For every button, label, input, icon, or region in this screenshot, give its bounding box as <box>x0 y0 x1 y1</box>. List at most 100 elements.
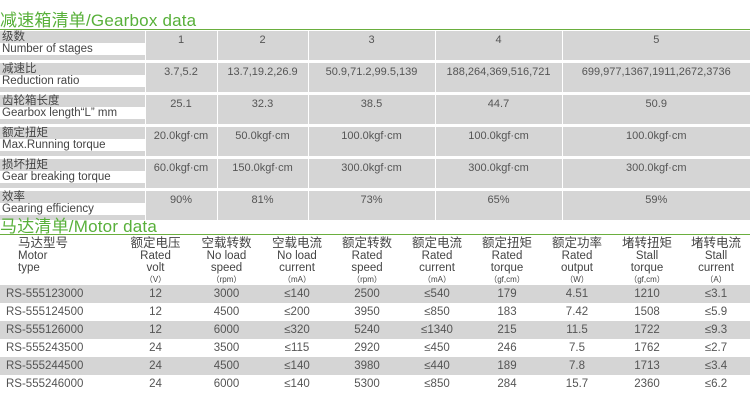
motor-value-cell: 5240 <box>332 321 402 339</box>
motor-header-en1: Rated <box>421 250 453 262</box>
gearbox-cell: 100.0kgf·cm <box>307 127 435 156</box>
motor-header-en2: volt <box>146 262 165 274</box>
gearbox-label-cn: 效率 <box>2 191 25 203</box>
motor-title-rule <box>0 234 750 235</box>
motor-header-en1: Rated <box>491 250 523 262</box>
motor-value-cell: ≤140 <box>262 357 332 375</box>
motor-header-en2: current <box>698 262 734 274</box>
motor-value-cell: ≤1340 <box>402 321 472 339</box>
motor-header-cn: 堵转扭矩 <box>621 236 672 250</box>
motor-header-cell: 额定转数 Rated speed （rpm） <box>332 236 402 285</box>
gearbox-cell: 2 <box>216 31 308 60</box>
motor-model-cell: RS-555244500 <box>0 357 120 375</box>
gearbox-row-label: 额定扭矩 Max.Running torque <box>0 127 750 156</box>
motor-header-cn: 空载转数 <box>201 236 252 250</box>
gearbox-label-cn: 齿轮箱长度 <box>2 95 60 107</box>
motor-header-cn: 额定电流 <box>411 236 462 250</box>
gearbox-cell: 3.7,5.2 <box>144 63 217 92</box>
motor-value-cell: 215 <box>472 321 542 339</box>
motor-header-en1: Motor <box>18 250 48 262</box>
gearbox-cell: 50.9 <box>561 95 750 124</box>
motor-value-cell: 6000 <box>191 321 262 339</box>
gearbox-cell: 44.7 <box>434 95 562 124</box>
gearbox-cell: 699,977,1367,1911,2672,3736 <box>561 63 750 92</box>
motor-value-cell: 183 <box>497 306 517 318</box>
motor-value-cell: 179 <box>472 285 542 303</box>
row-gap-cell <box>0 60 750 63</box>
motor-value-cell: ≤200 <box>284 306 310 318</box>
motor-header-cell: 额定电压 Rated volt （V） <box>120 236 191 285</box>
motor-header-unit: （gf,cm） <box>489 275 525 284</box>
gearbox-cell: 4 <box>434 31 562 60</box>
motor-header-cell: 额定功率 Rated output （W） <box>542 236 612 285</box>
row-gap-cell <box>0 92 750 95</box>
motor-header-cell: 空载电流 No load current （mA） <box>262 236 332 285</box>
motor-value-cell: 3950 <box>354 306 380 318</box>
motor-header-en1: Stall <box>704 250 728 262</box>
motor-header-cell: 空载转数 No load speed （rpm） <box>191 236 262 285</box>
motor-value-cell: ≤5.9 <box>704 306 728 318</box>
gearbox-label-cn: 级数 <box>2 31 25 43</box>
gearbox-row: 减速比 Reduction ratio 3.7,5.2 13.7,19.2,26.9 5… <box>0 63 750 92</box>
motor-value-cell: 4500 <box>191 357 262 375</box>
motor-header-cell: 马达型号 Motor type <box>0 236 120 285</box>
motor-header-en1: Rated <box>561 250 593 262</box>
motor-value-cell: 2360 <box>634 378 660 390</box>
motor-value-cell: 7.8 <box>542 357 612 375</box>
motor-value-cell: ≤9.3 <box>682 321 750 339</box>
gearbox-row: 损坏扭矩 Gear breaking torque 60.0kgf·cm 150.0k… <box>0 159 750 188</box>
motor-row: RS-555124500 12 4500 ≤200 3950 ≤850 183 7.42 150… <box>0 303 750 321</box>
gearbox-cell: 100.0kgf·cm <box>561 127 750 156</box>
motor-value-cell: ≤540 <box>402 285 472 303</box>
gearbox-label-cn: 损坏扭矩 <box>2 159 48 171</box>
row-gap <box>0 60 750 63</box>
motor-section-title: 马达清单/Motor data <box>0 217 157 236</box>
row-gap <box>0 92 750 95</box>
motor-value-cell: 1210 <box>612 285 682 303</box>
motor-header-cn: 马达型号 <box>18 236 69 250</box>
gearbox-row-label: 级数 Number of stages <box>0 31 750 60</box>
motor-row: RS-555123000 12 3000 ≤140 2500 ≤540 179 4.51 121… <box>0 285 750 303</box>
gearbox-cell: 32.3 <box>216 95 308 124</box>
motor-header-unit: （mA） <box>283 275 311 284</box>
motor-header-cell: 堵转扭矩 Stall torque （gf,cm） <box>612 236 682 285</box>
gearbox-cell: 300.0kgf·cm <box>561 159 750 188</box>
motor-header-cell: 堵转电流 Stall current （A） <box>682 236 750 285</box>
motor-model-cell: RS-555243500 <box>6 342 84 354</box>
gearbox-table: 级数 Number of stages 1 2 3 4 5 减速比 Reduction rati… <box>0 31 750 220</box>
motor-value-cell: ≤115 <box>284 342 310 354</box>
motor-value-cell: 3980 <box>332 357 402 375</box>
motor-value-cell: 7.5 <box>569 342 585 354</box>
gearbox-cell: 1 <box>144 31 217 60</box>
motor-header-cell: 额定扭矩 Rated torque （gf,cm） <box>472 236 542 285</box>
motor-value-cell: ≤320 <box>262 321 332 339</box>
row-gap <box>0 124 750 127</box>
motor-value-cell: 1508 <box>634 306 660 318</box>
gearbox-cell: 150.0kgf·cm <box>216 159 308 188</box>
motor-header-en1: Stall <box>635 250 659 262</box>
motor-header-cn: 堵转电流 <box>690 236 741 250</box>
gearbox-cell: 25.1 <box>144 95 217 124</box>
motor-value-cell: 246 <box>497 342 517 354</box>
motor-value-cell: 1713 <box>612 357 682 375</box>
motor-header-en2: type <box>18 262 40 274</box>
motor-value-cell: 11.5 <box>542 321 612 339</box>
gearbox-cell: 60.0kgf·cm <box>144 159 217 188</box>
motor-value-cell: ≤440 <box>402 357 472 375</box>
motor-header-unit: （rpm） <box>211 275 242 284</box>
motor-value-cell: 1722 <box>612 321 682 339</box>
row-gap-cell <box>0 124 750 127</box>
gearbox-cell: 13.7,19.2,26.9 <box>216 63 308 92</box>
motor-value-cell: 3500 <box>213 342 240 354</box>
motor-model-cell: RS-555124500 <box>6 306 84 318</box>
motor-value-cell: 3000 <box>191 285 262 303</box>
motor-header-cn: 额定扭矩 <box>481 236 532 250</box>
motor-value-cell: 12 <box>149 306 162 318</box>
motor-header-en1: Rated <box>140 250 171 262</box>
motor-value-cell: 1762 <box>634 342 660 354</box>
motor-value-cell: 4500 <box>213 306 240 318</box>
motor-value-cell: 24 <box>120 357 191 375</box>
motor-value-cell: ≤3.4 <box>682 357 750 375</box>
gearbox-label-cn: 额定扭矩 <box>2 127 48 139</box>
gearbox-cell: 73% <box>307 191 435 220</box>
